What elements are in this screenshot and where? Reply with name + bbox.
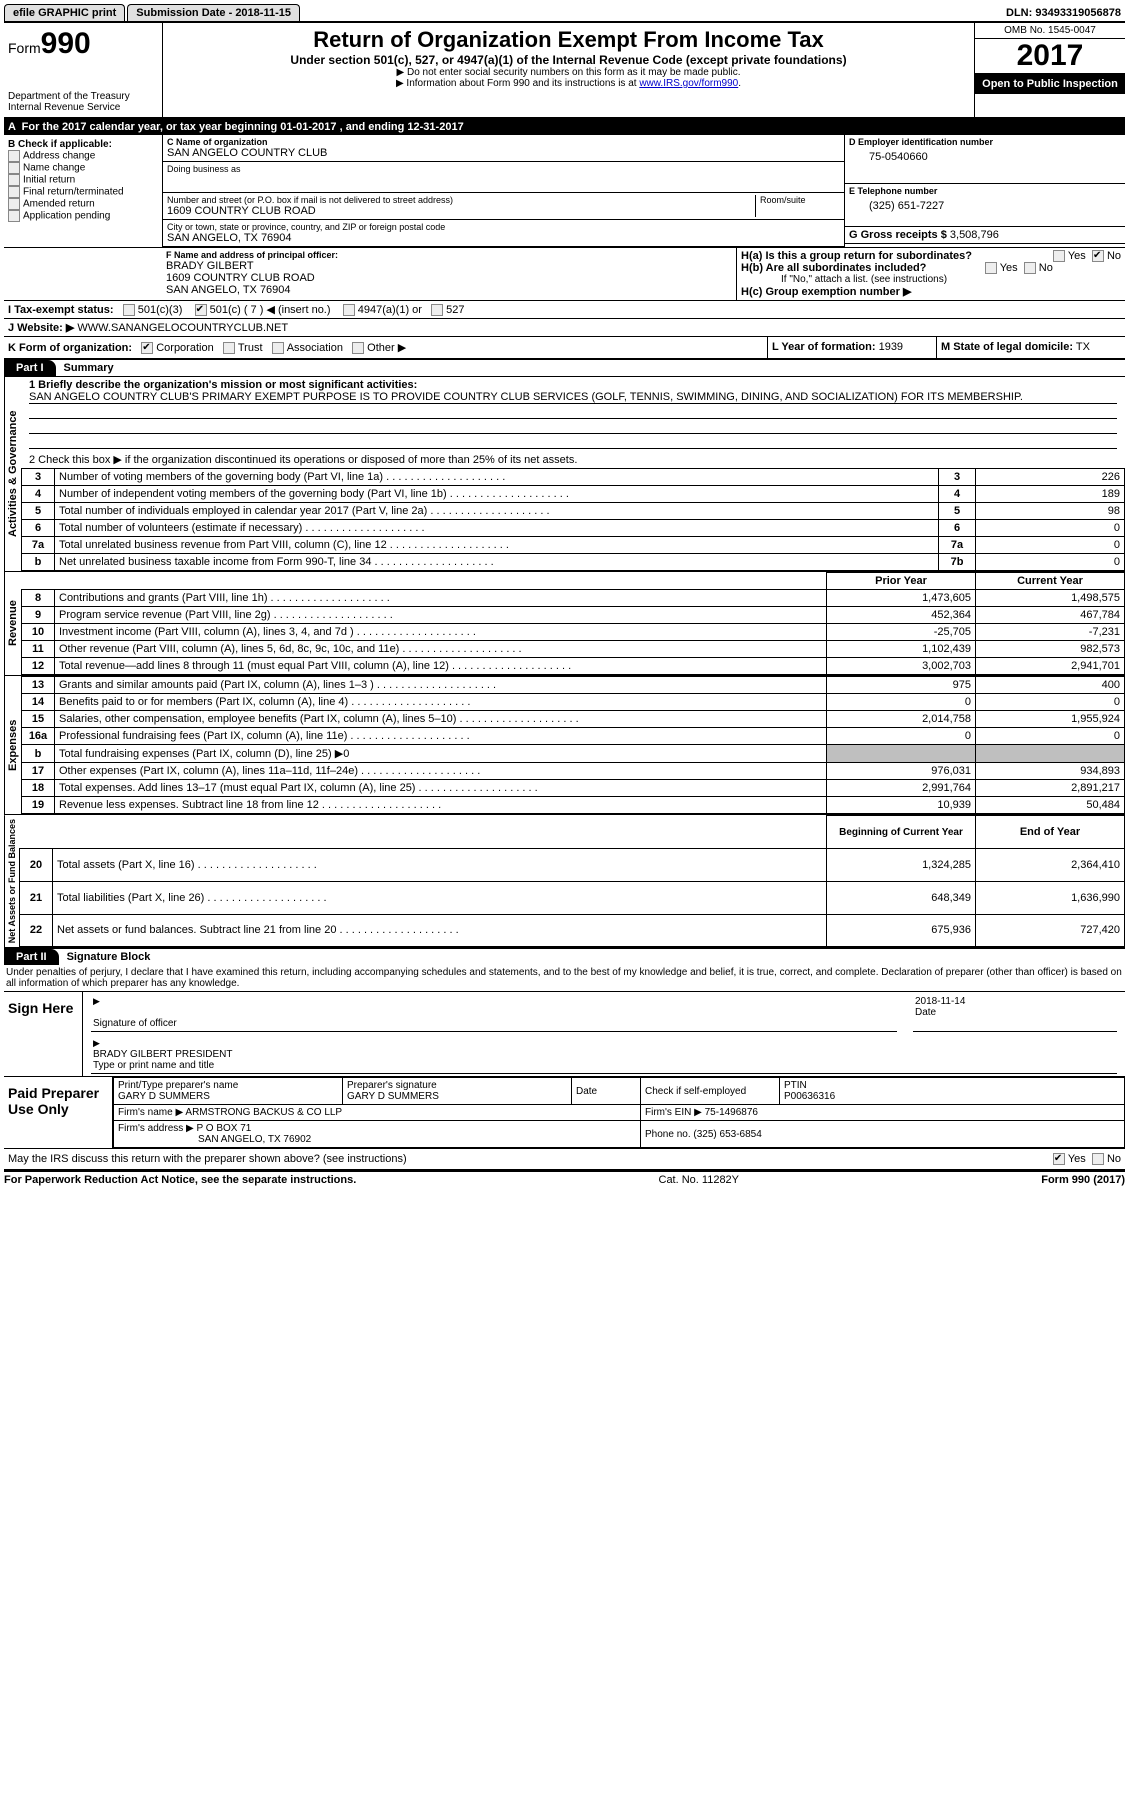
tax-year: 2017 [975,39,1125,74]
check-final[interactable]: Final return/terminated [8,186,158,198]
check-pending[interactable]: Application pending [8,210,158,222]
sig-name: BRADY GILBERT PRESIDENT [93,1049,1115,1060]
paid-preparer-label: Paid Preparer Use Only [4,1077,113,1148]
form990-link[interactable]: www.IRS.gov/form990 [639,78,738,89]
g-gross-label: G Gross receipts $ [849,229,947,241]
paperwork-notice: For Paperwork Reduction Act Notice, see … [4,1174,356,1186]
firm-addr2: SAN ANGELO, TX 76902 [118,1134,636,1145]
ein: 75-0540660 [849,147,1121,167]
firm-ein: 75-1496876 [705,1107,758,1118]
sign-here-block: Sign Here Signature of officer 2018-11-1… [4,992,1125,1077]
line-1-label: 1 Briefly describe the organization's mi… [29,379,1117,391]
form-header: Form990 Department of the Treasury Inter… [4,23,1125,119]
mission-text: SAN ANGELO COUNTRY CLUB'S PRIMARY EXEMPT… [29,391,1117,404]
form-number: Form990 [8,27,158,61]
netassets-table: Beginning of Current YearEnd of Year20To… [19,815,1125,947]
officer-addr2: SAN ANGELO, TX 76904 [166,284,732,296]
vlabel-governance: Activities & Governance [4,377,21,571]
c-name-label: C Name of organization [167,137,840,147]
e-phone-label: E Telephone number [849,186,1121,196]
form-note1: ▶ Do not enter social security numbers o… [167,67,970,78]
l-year: L Year of formation: 1939 [767,337,936,358]
form-note2: ▶ Information about Form 990 and its ins… [167,78,970,89]
officer-block: F Name and address of principal officer:… [4,248,1125,301]
vlabel-netassets: Net Assets or Fund Balances [4,815,19,947]
part-1-header: Part ISummary [4,360,1125,376]
efile-tab[interactable]: efile GRAPHIC print [4,4,125,21]
section-b-label: B Check if applicable: [8,139,158,150]
preparer-name: GARY D SUMMERS [118,1091,338,1102]
governance-table: 3Number of voting members of the governi… [21,468,1125,571]
irs-label: Internal Revenue Service [8,102,158,113]
city: SAN ANGELO, TX 76904 [167,232,840,244]
section-a-period: A For the 2017 calendar year, or tax yea… [4,119,1125,135]
sign-here-label: Sign Here [4,992,83,1076]
firm-addr: P O BOX 71 [197,1123,252,1134]
m-state: M State of legal domicile: TX [936,337,1125,358]
form-ref: Form 990 (2017) [1041,1174,1125,1186]
vlabel-revenue: Revenue [4,572,21,675]
check-address[interactable]: Address change [8,150,158,162]
preparer-sig: GARY D SUMMERS [347,1091,567,1102]
room-label: Room/suite [760,195,840,205]
street-label: Number and street (or P.O. box if mail i… [167,195,755,205]
dept-treasury: Department of the Treasury [8,91,158,102]
sig-name-label: Type or print name and title [93,1060,214,1071]
d-ein-label: D Employer identification number [849,137,1121,147]
city-label: City or town, state or province, country… [167,222,840,232]
part-2-header: Part IISignature Block [4,949,1125,965]
penalty-text: Under penalties of perjury, I declare th… [4,965,1125,992]
open-inspection: Open to Public Inspection [975,74,1125,94]
revenue-table: Prior YearCurrent Year8Contributions and… [21,572,1125,675]
dba-label: Doing business as [167,164,840,174]
expenses-table: 13Grants and similar amounts paid (Part … [21,676,1125,814]
i-tax-status: I Tax-exempt status: 501(c)(3) 501(c) ( … [4,301,1125,318]
org-name: SAN ANGELO COUNTRY CLUB [167,147,840,159]
ptin: P00636316 [784,1091,1120,1102]
h-a: H(a) Is this a group return for subordin… [741,250,1121,262]
cat-no: Cat. No. 11282Y [356,1174,1041,1186]
check-name[interactable]: Name change [8,162,158,174]
form-subtitle: Under section 501(c), 527, or 4947(a)(1)… [167,53,970,67]
f-label: F Name and address of principal officer: [166,250,732,260]
vlabel-expenses: Expenses [4,676,21,814]
j-website: J Website: ▶ WWW.SANANGELOCOUNTRYCLUB.NE… [4,319,1125,337]
check-initial[interactable]: Initial return [8,174,158,186]
entity-block: B Check if applicable: Address change Na… [4,135,1125,248]
sig-date: 2018-11-14 [915,996,1115,1007]
self-employed-check[interactable]: Check if self-employed [645,1086,746,1097]
h-b: H(b) Are all subordinates included? Yes … [741,262,1121,274]
submission-tab: Submission Date - 2018-11-15 [127,4,300,21]
paid-preparer-block: Paid Preparer Use Only Print/Type prepar… [4,1077,1125,1149]
line-2: 2 Check this box ▶ if the organization d… [21,451,1125,468]
firm-phone: (325) 653-6854 [693,1129,761,1140]
phone: (325) 651-7227 [849,196,1121,216]
gross-receipts: 3,508,796 [950,229,999,241]
sig-date-label: Date [915,1007,936,1018]
street: 1609 COUNTRY CLUB ROAD [167,205,755,217]
h-c: H(c) Group exemption number ▶ [741,285,1121,298]
page-footer: For Paperwork Reduction Act Notice, see … [4,1170,1125,1186]
firm-name: ARMSTRONG BACKUS & CO LLP [185,1107,342,1118]
omb-number: OMB No. 1545-0047 [975,23,1125,39]
k-form-org: K Form of organization: Corporation Trus… [4,337,767,358]
officer-name: BRADY GILBERT [166,260,732,272]
top-bar: efile GRAPHIC print Submission Date - 20… [4,4,1125,23]
discuss-line: May the IRS discuss this return with the… [4,1149,1125,1170]
h-b-note: If "No," attach a list. (see instruction… [741,274,1121,285]
form-title: Return of Organization Exempt From Incom… [167,27,970,53]
dln: DLN: 93493319056878 [1006,7,1125,19]
check-amended[interactable]: Amended return [8,198,158,210]
officer-addr1: 1609 COUNTRY CLUB ROAD [166,272,732,284]
sig-officer-label: Signature of officer [93,1018,177,1029]
